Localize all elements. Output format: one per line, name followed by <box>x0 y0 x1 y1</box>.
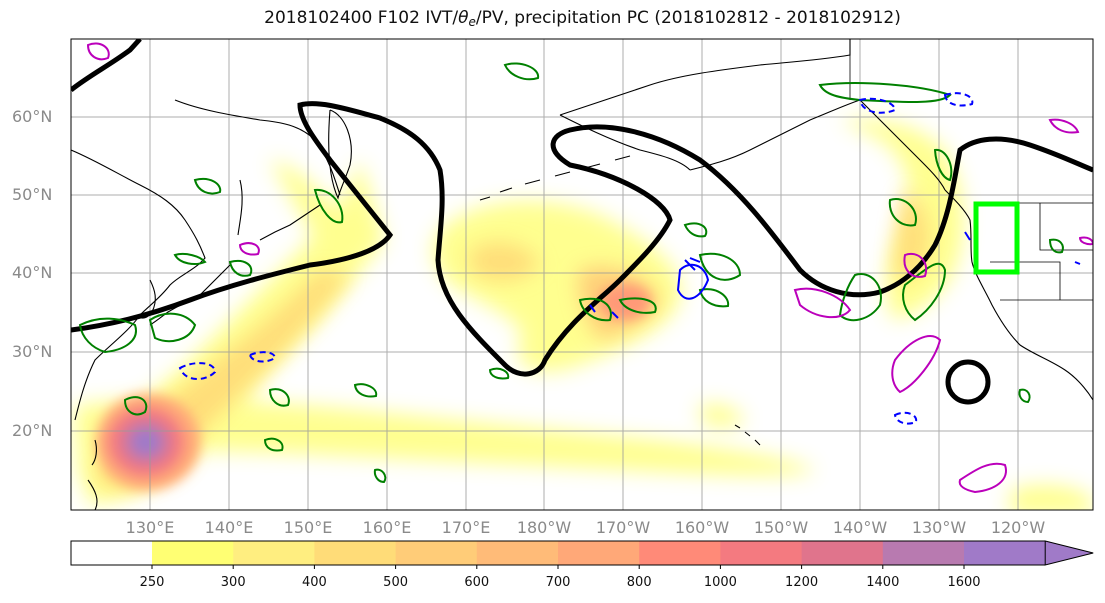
lat-label-50n: 50°N <box>12 185 53 204</box>
lon-label-160e: 160°E <box>362 518 412 537</box>
colorbar-segment <box>558 541 640 565</box>
colorbar <box>70 540 1094 569</box>
colorbar-tick-label: 400 <box>301 575 327 590</box>
precip-blue-contours <box>178 92 1081 425</box>
colorbar-tick-label: 1200 <box>785 575 819 590</box>
figure-title: 2018102400 F102 IVT/θe/PV, precipitation… <box>264 8 901 29</box>
lon-label-150e: 150°E <box>283 518 333 537</box>
colorbar-tick-label: 250 <box>139 575 165 590</box>
colorbar-tick-label: 700 <box>545 575 571 590</box>
lon-label-130w: 130°W <box>911 518 967 537</box>
lon-label-160w: 160°W <box>674 518 730 537</box>
theta-e-magenta-contours <box>86 42 1093 494</box>
graticule <box>71 39 1093 510</box>
colorbar-tick-label: 1400 <box>866 575 900 590</box>
colorbar-segment <box>476 541 559 565</box>
map-area <box>71 39 1093 510</box>
colorbar-tick-label: 300 <box>220 575 246 590</box>
colorbar-segment <box>233 541 315 565</box>
theta-e-green-contours <box>78 62 1064 484</box>
colorbar-tick-label: 800 <box>626 575 652 590</box>
colorbar-segment <box>314 541 397 565</box>
colorbar-tick-label: 1000 <box>703 575 737 590</box>
lat-label-40n: 40°N <box>12 263 53 282</box>
colorbar-segment <box>882 541 965 565</box>
colorbar-tick-label: 600 <box>464 575 490 590</box>
colorbar-segment <box>395 541 478 565</box>
lon-label-170e: 170°E <box>441 518 491 537</box>
lon-label-180w: 180°W <box>516 518 572 537</box>
lon-label-170w: 170°W <box>595 518 651 537</box>
coastlines <box>71 39 1093 510</box>
colorbar-segment <box>801 541 884 565</box>
colorbar-extend-arrow <box>1044 540 1094 566</box>
lon-label-130e: 130°E <box>125 518 175 537</box>
lat-label-60n: 60°N <box>12 107 53 126</box>
colorbar-tick-label: 1600 <box>947 575 981 590</box>
lon-label-120w: 120°W <box>990 518 1046 537</box>
lat-label-30n: 30°N <box>12 342 53 361</box>
target-region-box <box>973 201 1020 275</box>
colorbar-segment <box>720 541 803 565</box>
colorbar-segment <box>152 541 234 565</box>
lat-label-20n: 20°N <box>12 421 53 440</box>
colorbar-tick-label: 500 <box>383 575 409 590</box>
pv-contour <box>71 39 1093 405</box>
map-frame <box>70 38 1094 511</box>
colorbar-segment <box>639 541 721 565</box>
colorbar-segment <box>964 541 1046 565</box>
lon-label-140w: 140°W <box>832 518 888 537</box>
lon-label-140e: 140°E <box>204 518 254 537</box>
lon-label-150w: 150°W <box>753 518 809 537</box>
ivt-shading <box>75 118 1093 510</box>
